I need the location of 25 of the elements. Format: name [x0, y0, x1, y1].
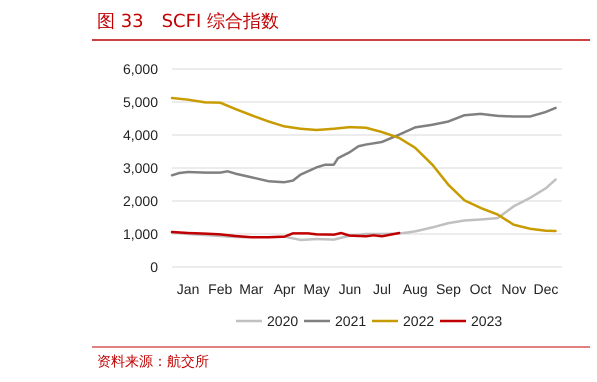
- x-tick-label: May: [303, 281, 330, 297]
- y-tick-label: 1,000: [122, 226, 158, 242]
- y-tick-label: 5,000: [122, 94, 158, 110]
- y-tick-label: 3,000: [122, 160, 158, 176]
- y-tick-label: 2,000: [122, 193, 158, 209]
- legend-label: 2023: [471, 313, 502, 329]
- legend-label: 2022: [403, 313, 434, 329]
- x-tick-label: Nov: [501, 281, 526, 297]
- legend-label: 2021: [335, 313, 366, 329]
- x-tick-label: Jan: [176, 281, 200, 297]
- y-tick-label: 6,000: [122, 61, 158, 77]
- legend-label: 2020: [267, 313, 298, 329]
- y-tick-label: 0: [150, 259, 158, 275]
- x-tick-label: Aug: [402, 281, 428, 297]
- x-tick-label: Jun: [338, 281, 362, 297]
- x-tick-label: Apr: [274, 281, 296, 297]
- x-tick-label: Feb: [208, 281, 232, 297]
- x-tick-label: Mar: [239, 281, 264, 297]
- title: 图 33 SCFI 综合指数: [97, 11, 280, 32]
- text: 资料来源：航交所: [97, 354, 209, 370]
- x-tick-label: Sep: [436, 281, 462, 297]
- x-tick-label: Jul: [373, 281, 391, 297]
- x-tick-label: Dec: [533, 281, 558, 297]
- x-tick-label: Oct: [470, 281, 492, 297]
- y-tick-label: 4,000: [122, 127, 158, 143]
